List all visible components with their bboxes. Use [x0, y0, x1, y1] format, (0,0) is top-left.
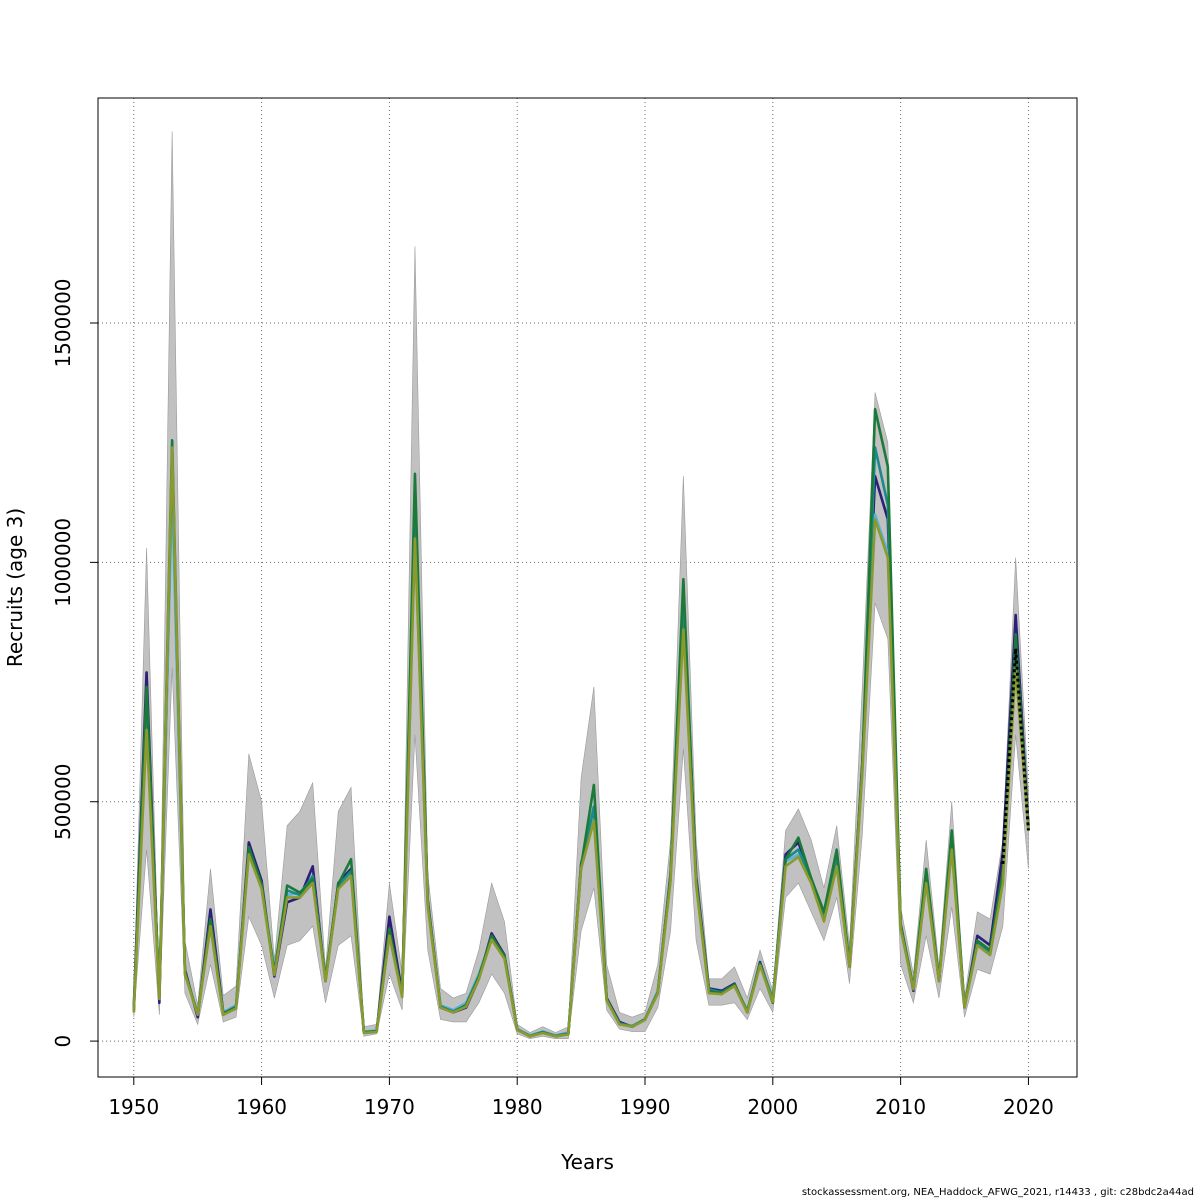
x-tick-label: 2000: [747, 1095, 798, 1119]
y-tick-label: 1000000: [51, 518, 75, 607]
x-tick-label: 2020: [1003, 1095, 1054, 1119]
series-lines: [132, 407, 1030, 1038]
dotted-projection: [1001, 648, 1030, 865]
x-axis: 1950 1960 1970 1980 1990 2000 2010 2020: [108, 1076, 1054, 1119]
x-tick-label: 1950: [108, 1095, 159, 1119]
x-tick-label: 1980: [492, 1095, 543, 1119]
x-tick-label: 1970: [364, 1095, 415, 1119]
y-tick-label: 0: [51, 1035, 75, 1048]
series-line-5: [132, 446, 1030, 1038]
x-tick-label: 2010: [875, 1095, 926, 1119]
y-axis-title: Recruits (age 3): [3, 508, 27, 667]
confidence-band: [133, 131, 1029, 1040]
y-tick-label: 500000: [51, 764, 75, 840]
y-tick-label: 1500000: [51, 278, 75, 367]
footer-caption: stockassessment.org, NEA_Haddock_AFWG_20…: [801, 1187, 1194, 1198]
confidence-band-area: [133, 131, 1029, 1040]
x-axis-title: Years: [560, 1150, 614, 1174]
x-tick-label: 1960: [236, 1095, 287, 1119]
x-tick-label: 1990: [620, 1095, 671, 1119]
dotted-projection-line: [1001, 648, 1030, 865]
y-axis: 0 500000 1000000 1500000: [51, 278, 99, 1048]
